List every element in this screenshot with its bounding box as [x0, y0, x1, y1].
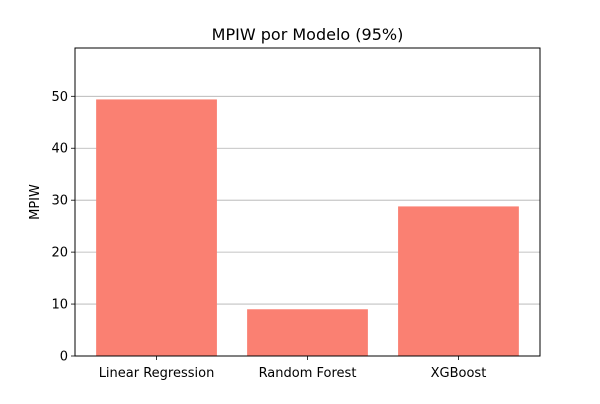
x-tick-label: Random Forest	[259, 366, 357, 381]
x-axis-ticks: Linear Regression Random Forest XGBoost	[99, 356, 487, 381]
y-tick-label: 20	[51, 246, 68, 261]
y-tick-label: 10	[51, 298, 68, 313]
bar-random-forest	[247, 309, 368, 356]
bar-linear-regression	[96, 99, 217, 357]
x-tick-label: Linear Regression	[99, 366, 215, 381]
y-tick-label: 0	[60, 350, 68, 365]
x-tick-label: XGBoost	[431, 366, 487, 381]
y-tick-label: 40	[51, 142, 68, 157]
bar-xgboost	[398, 206, 519, 356]
y-axis-label: MPIW	[28, 184, 43, 220]
y-tick-label: 50	[51, 90, 68, 105]
y-axis-ticks: 0 10 20 30 40 50	[51, 90, 75, 365]
chart-title: MPIW por Modelo (95%)	[212, 25, 404, 44]
y-tick-label: 30	[51, 194, 68, 209]
bars	[96, 99, 519, 357]
